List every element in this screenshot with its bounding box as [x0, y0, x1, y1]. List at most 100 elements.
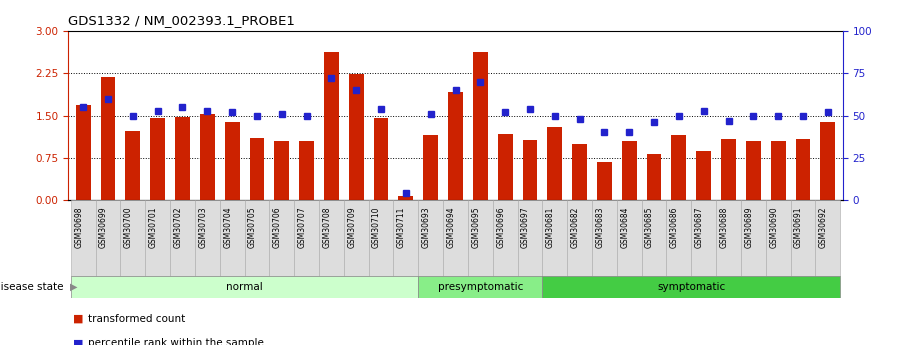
FancyBboxPatch shape — [120, 200, 145, 276]
Text: GSM30702: GSM30702 — [173, 206, 182, 248]
Bar — [250, 138, 264, 200]
Bar — [424, 135, 438, 200]
FancyBboxPatch shape — [542, 200, 568, 276]
Bar — [225, 122, 240, 200]
Text: ▶: ▶ — [70, 282, 77, 292]
FancyBboxPatch shape — [418, 200, 443, 276]
Text: GSM30681: GSM30681 — [546, 206, 555, 248]
Text: GSM30697: GSM30697 — [521, 206, 530, 248]
Text: percentile rank within the sample: percentile rank within the sample — [88, 338, 264, 345]
Text: GSM30684: GSM30684 — [620, 206, 630, 248]
FancyBboxPatch shape — [71, 276, 418, 298]
Text: GSM30711: GSM30711 — [397, 206, 406, 248]
FancyBboxPatch shape — [145, 200, 170, 276]
Text: GSM30696: GSM30696 — [496, 206, 505, 248]
FancyBboxPatch shape — [716, 200, 741, 276]
Text: GSM30685: GSM30685 — [645, 206, 654, 248]
Bar — [274, 141, 289, 200]
FancyBboxPatch shape — [170, 200, 195, 276]
Text: GSM30686: GSM30686 — [670, 206, 679, 248]
Text: GSM30693: GSM30693 — [422, 206, 431, 248]
Bar — [200, 115, 215, 200]
Bar — [696, 150, 711, 200]
Bar — [299, 141, 314, 200]
FancyBboxPatch shape — [71, 200, 96, 276]
Bar — [374, 118, 388, 200]
Bar — [647, 154, 661, 200]
FancyBboxPatch shape — [195, 200, 220, 276]
FancyBboxPatch shape — [244, 200, 270, 276]
FancyBboxPatch shape — [617, 200, 641, 276]
Text: presymptomatic: presymptomatic — [437, 282, 523, 292]
Bar — [795, 139, 811, 200]
Text: GSM30705: GSM30705 — [248, 206, 257, 248]
FancyBboxPatch shape — [641, 200, 667, 276]
Bar — [497, 134, 513, 200]
Bar — [746, 141, 761, 200]
Bar — [349, 74, 363, 200]
Text: GSM30687: GSM30687 — [695, 206, 703, 248]
Text: GSM30682: GSM30682 — [570, 206, 579, 248]
Text: GSM30701: GSM30701 — [148, 206, 158, 248]
Bar — [722, 139, 736, 200]
FancyBboxPatch shape — [791, 200, 815, 276]
Text: GSM30707: GSM30707 — [298, 206, 307, 248]
Text: GSM30700: GSM30700 — [124, 206, 133, 248]
FancyBboxPatch shape — [517, 200, 542, 276]
Text: GSM30692: GSM30692 — [819, 206, 828, 248]
Text: GSM30689: GSM30689 — [744, 206, 753, 248]
FancyBboxPatch shape — [220, 200, 244, 276]
Text: GSM30683: GSM30683 — [596, 206, 604, 248]
Text: GSM30695: GSM30695 — [471, 206, 480, 248]
Text: GSM30704: GSM30704 — [223, 206, 232, 248]
Bar — [548, 127, 562, 200]
FancyBboxPatch shape — [319, 200, 343, 276]
Bar — [671, 135, 686, 200]
Bar — [473, 52, 487, 200]
Text: GSM30699: GSM30699 — [99, 206, 108, 248]
Bar — [622, 141, 637, 200]
Text: GSM30698: GSM30698 — [74, 206, 83, 248]
Bar — [324, 52, 339, 200]
Text: GSM30706: GSM30706 — [272, 206, 281, 248]
FancyBboxPatch shape — [568, 200, 592, 276]
Text: ■: ■ — [73, 338, 84, 345]
Bar — [597, 162, 612, 200]
Text: GSM30703: GSM30703 — [199, 206, 208, 248]
Text: normal: normal — [226, 282, 263, 292]
FancyBboxPatch shape — [493, 200, 517, 276]
FancyBboxPatch shape — [741, 200, 766, 276]
Bar — [150, 118, 165, 200]
Text: GSM30688: GSM30688 — [720, 206, 729, 248]
Bar — [175, 117, 189, 200]
Text: ■: ■ — [73, 314, 84, 324]
FancyBboxPatch shape — [96, 200, 120, 276]
Text: symptomatic: symptomatic — [657, 282, 725, 292]
Text: GSM30691: GSM30691 — [794, 206, 803, 248]
FancyBboxPatch shape — [294, 200, 319, 276]
Text: GSM30709: GSM30709 — [347, 206, 356, 248]
FancyBboxPatch shape — [592, 200, 617, 276]
Bar — [572, 144, 587, 200]
Bar — [76, 106, 91, 200]
FancyBboxPatch shape — [815, 200, 840, 276]
Bar — [448, 92, 463, 200]
Bar — [820, 122, 835, 200]
FancyBboxPatch shape — [667, 200, 691, 276]
FancyBboxPatch shape — [542, 276, 840, 298]
Text: disease state: disease state — [0, 282, 64, 292]
FancyBboxPatch shape — [418, 276, 542, 298]
Bar — [398, 196, 414, 200]
FancyBboxPatch shape — [691, 200, 716, 276]
Bar — [771, 141, 785, 200]
FancyBboxPatch shape — [369, 200, 394, 276]
Text: GSM30694: GSM30694 — [446, 206, 456, 248]
FancyBboxPatch shape — [343, 200, 369, 276]
FancyBboxPatch shape — [766, 200, 791, 276]
FancyBboxPatch shape — [394, 200, 418, 276]
FancyBboxPatch shape — [468, 200, 493, 276]
Text: transformed count: transformed count — [88, 314, 186, 324]
Bar — [100, 77, 116, 200]
Bar — [126, 131, 140, 200]
Text: GSM30708: GSM30708 — [322, 206, 332, 248]
